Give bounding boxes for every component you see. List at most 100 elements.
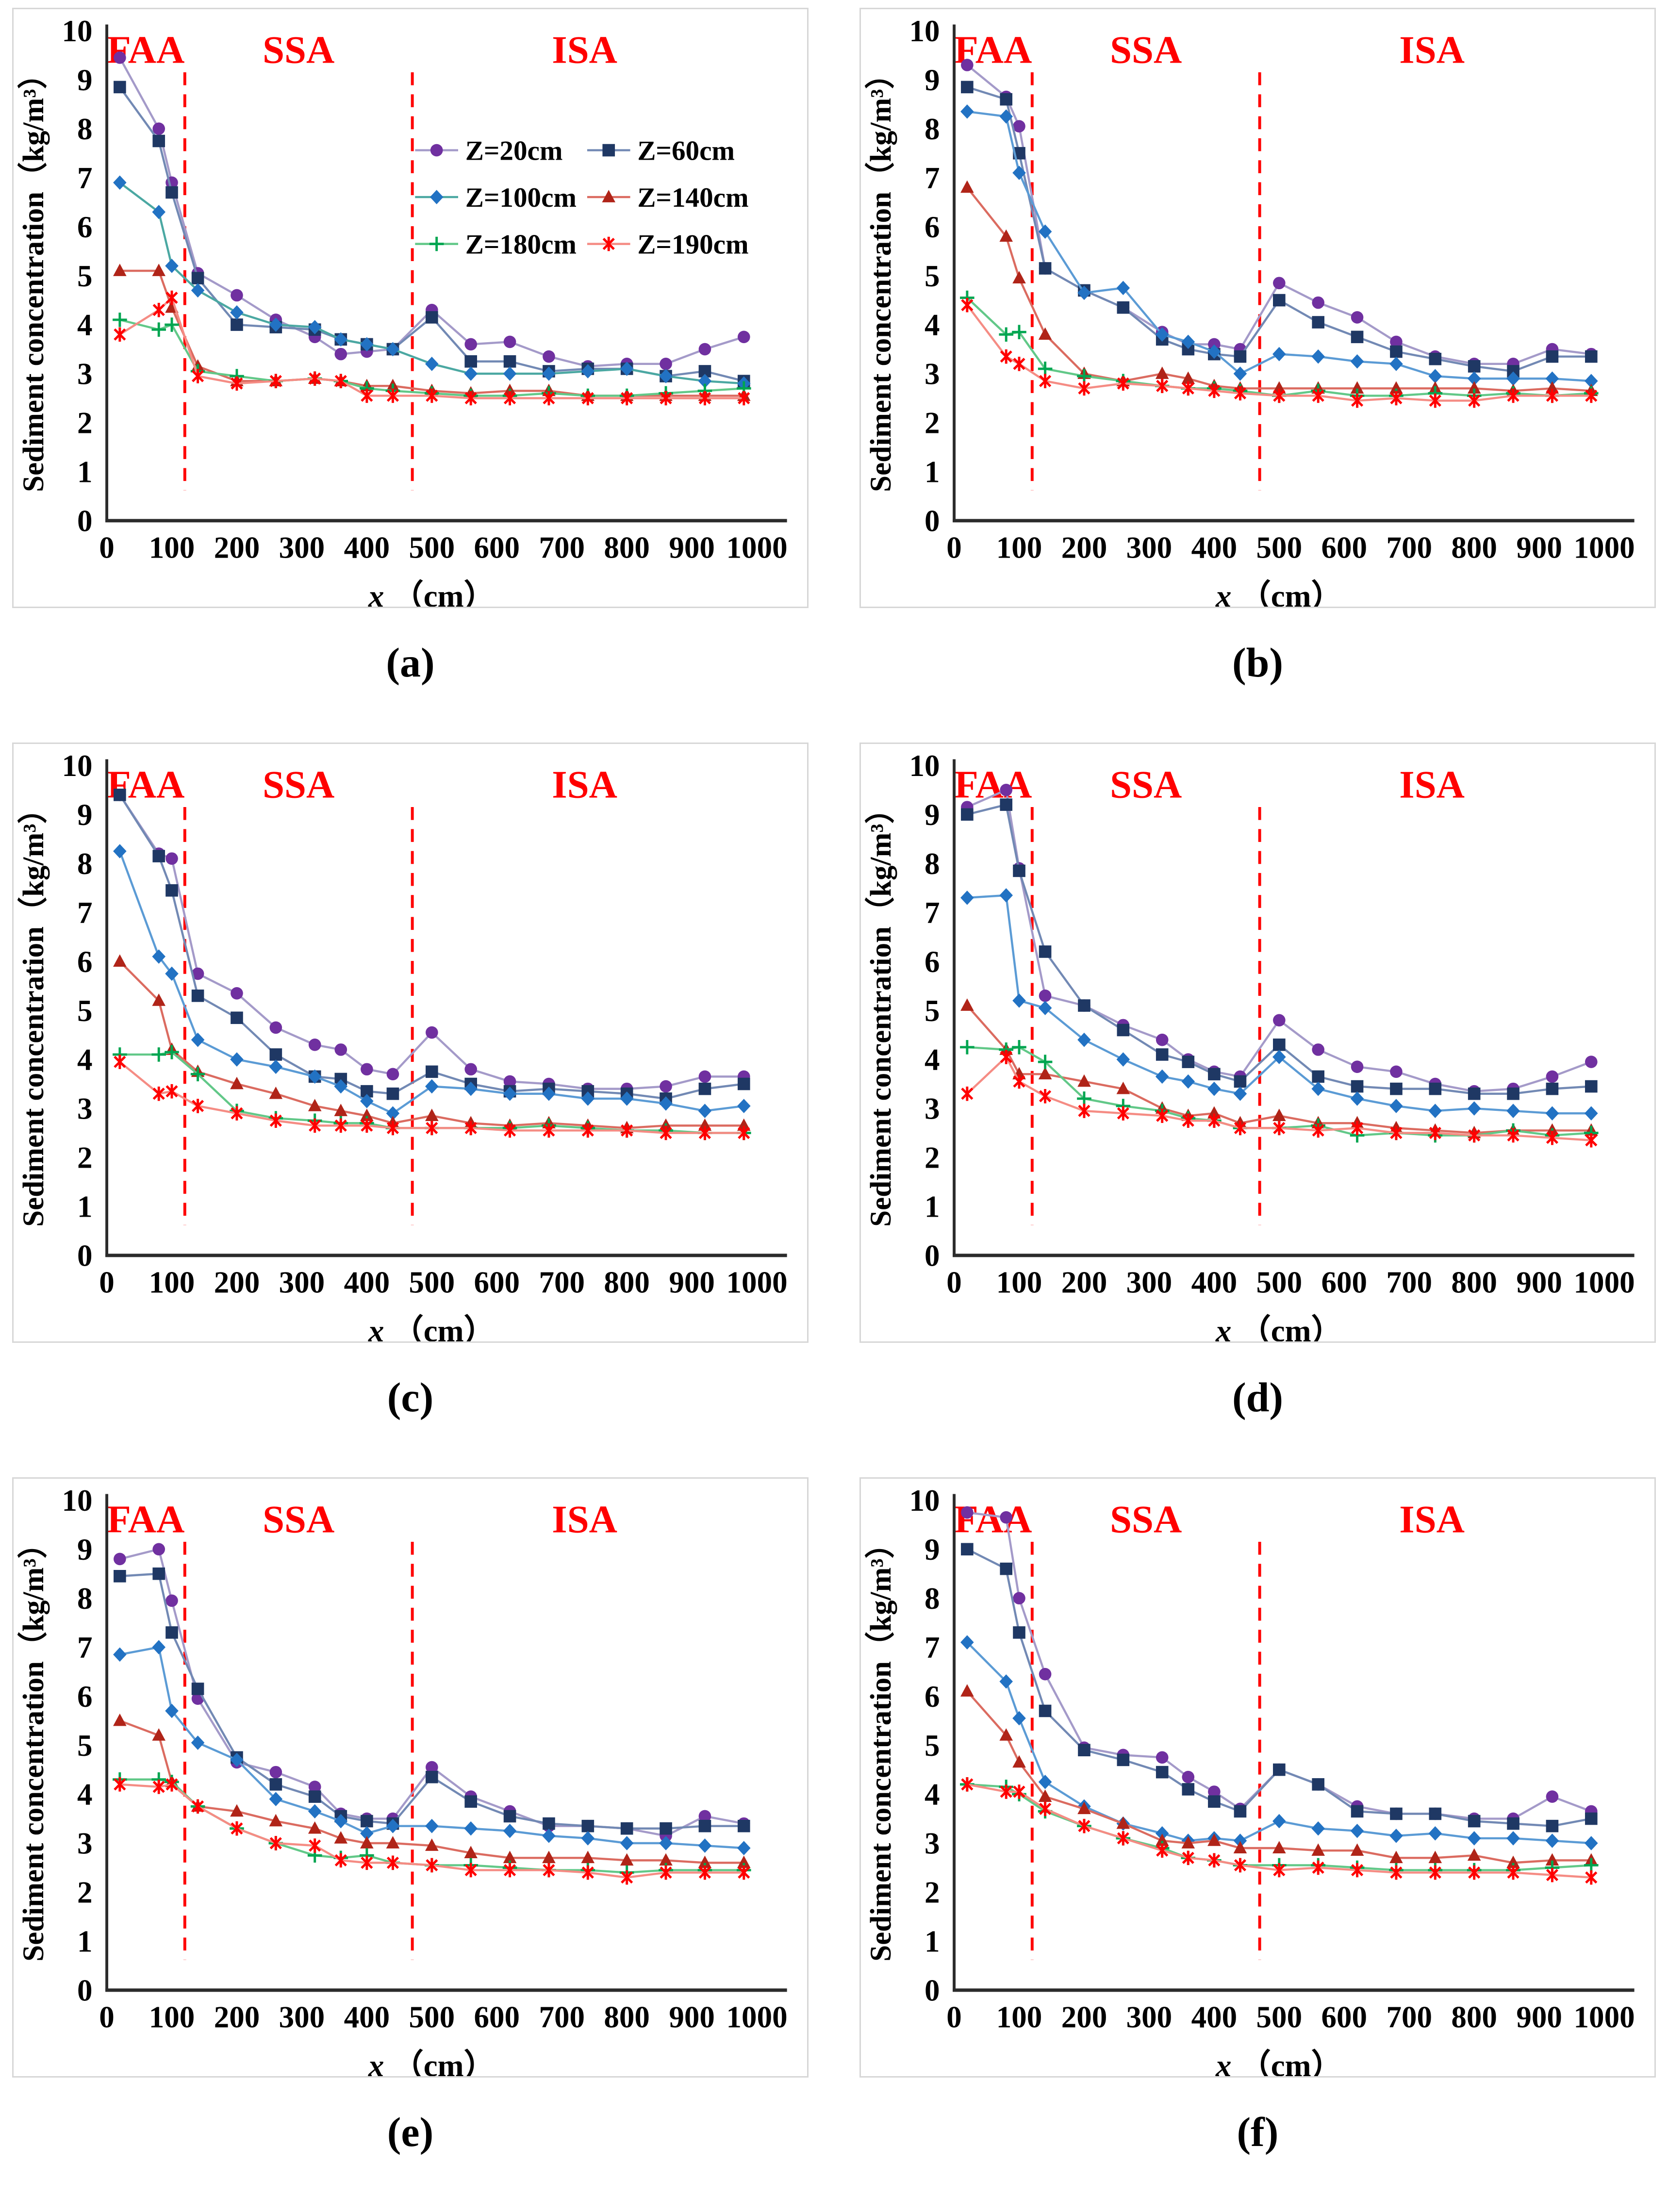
series-z60cm — [961, 798, 1598, 1100]
svg-text:200: 200 — [1061, 531, 1107, 565]
y-axis-title: Sediment concentration（kg/m³） — [864, 1529, 897, 1962]
x-axis-tick-labels: 0 100 200 300 400 500 600 700 800 900 1000 — [946, 2000, 1635, 2034]
svg-text:4: 4 — [925, 1778, 940, 1812]
region-label-faa: FAA — [107, 28, 184, 71]
svg-text:800: 800 — [1451, 1266, 1497, 1300]
svg-text:2: 2 — [77, 1141, 93, 1175]
svg-text:700: 700 — [1386, 1266, 1432, 1300]
svg-text:10: 10 — [62, 749, 93, 783]
x-axis-tick-labels: 0 100 200 300 400 500 600 700 800 900 1000 — [99, 2000, 787, 2034]
series-z100cm — [113, 844, 751, 1121]
svg-text:0: 0 — [925, 1239, 940, 1273]
svg-text:3: 3 — [77, 357, 93, 391]
svg-text:9: 9 — [925, 63, 940, 97]
svg-text:10: 10 — [909, 1484, 940, 1518]
svg-text:200: 200 — [1061, 1266, 1107, 1300]
svg-text:400: 400 — [344, 2000, 390, 2034]
panel-a: FAA SSA ISA 0 1 2 3 4 5 6 7 8 9 10 0 100 200 300 400 500 600… — [12, 8, 809, 609]
svg-text:500: 500 — [1256, 1266, 1303, 1300]
svg-text:0: 0 — [77, 504, 93, 538]
svg-text:2: 2 — [925, 406, 940, 440]
series-z190cm — [114, 1777, 750, 1885]
svg-text:600: 600 — [1321, 2000, 1368, 2034]
series-z140cm — [113, 954, 751, 1134]
svg-text:6: 6 — [77, 945, 93, 979]
svg-text:3: 3 — [77, 1092, 93, 1126]
svg-text:700: 700 — [1386, 531, 1432, 565]
axes — [105, 1494, 787, 1992]
series-z190cm — [961, 1777, 1598, 1885]
svg-text:6: 6 — [77, 1680, 93, 1714]
panel-cell-d: FAA SSA ISA 0 1 2 3 4 5 6 7 8 9 10 0 100 200 300 400 500 600… — [859, 743, 1656, 1477]
svg-text:7: 7 — [925, 161, 940, 195]
svg-text:900: 900 — [1516, 1266, 1562, 1300]
panel-cell-b: FAA SSA ISA 0 1 2 3 4 5 6 7 8 9 10 0 100 200 300 400 500 600… — [859, 8, 1656, 743]
svg-text:3: 3 — [925, 1827, 940, 1861]
series-z60cm — [961, 1543, 1598, 1832]
svg-text:500: 500 — [1256, 2000, 1303, 2034]
svg-text:1: 1 — [77, 1925, 93, 1959]
svg-text:400: 400 — [344, 531, 390, 565]
svg-text:1000: 1000 — [1574, 1266, 1635, 1300]
series-z140cm — [960, 1684, 1598, 1868]
svg-text:4: 4 — [77, 1043, 93, 1077]
x-axis-tick-labels: 0 100 200 300 400 500 600 700 800 900 1000 — [99, 1266, 787, 1300]
region-label-isa: ISA — [552, 28, 617, 71]
series-z60cm — [961, 81, 1598, 378]
svg-text:9: 9 — [77, 1533, 93, 1567]
x-axis-tick-labels: 0 100 200 300 400 500 600 700 800 900 1000 — [946, 531, 1635, 565]
svg-text:600: 600 — [474, 2000, 520, 2034]
svg-text:800: 800 — [604, 531, 650, 565]
region-label-isa: ISA — [1399, 28, 1465, 71]
region-label-ssa: SSA — [1110, 28, 1182, 71]
region-boundary-dashed-lines — [1030, 72, 1261, 491]
svg-text:900: 900 — [669, 1266, 715, 1300]
y-axis-tick-labels: 0 1 2 3 4 5 6 7 8 9 10 — [62, 749, 93, 1273]
caption-b: (b) — [1232, 639, 1284, 686]
region-boundary-dashed-lines — [183, 72, 414, 491]
panel-c: FAA SSA ISA 0 1 2 3 4 5 6 7 8 9 10 0 100 200 300 400 500 600… — [12, 743, 809, 1343]
svg-text:7: 7 — [77, 896, 93, 930]
svg-text:8: 8 — [925, 1582, 940, 1616]
svg-text:7: 7 — [77, 161, 93, 195]
svg-text:500: 500 — [1256, 531, 1303, 565]
svg-text:900: 900 — [1516, 2000, 1562, 2034]
svg-text:1000: 1000 — [727, 2000, 788, 2034]
series-z140cm — [113, 1713, 751, 1868]
svg-text:200: 200 — [214, 531, 260, 565]
svg-text:800: 800 — [604, 1266, 650, 1300]
svg-text:5: 5 — [925, 1729, 940, 1763]
svg-text:10: 10 — [909, 749, 940, 783]
panel-b: FAA SSA ISA 0 1 2 3 4 5 6 7 8 9 10 0 100 200 300 400 500 600… — [859, 8, 1656, 609]
series-z100cm — [113, 1640, 751, 1855]
y-axis-tick-labels: 0 1 2 3 4 5 6 7 8 9 10 — [909, 749, 940, 1273]
svg-text:800: 800 — [604, 2000, 650, 2034]
y-axis-tick-labels: 0 1 2 3 4 5 6 7 8 9 10 — [62, 1484, 93, 2008]
axes — [953, 1494, 1635, 1992]
svg-text:100: 100 — [996, 1266, 1042, 1300]
x-axis-tick-labels: 0 100 200 300 400 500 600 700 800 900 1000 — [99, 531, 787, 565]
legend: Z=20cm Z=60cm Z=100cm Z=140cm Z=180cm Z=190cm — [415, 135, 749, 260]
svg-text:400: 400 — [1191, 2000, 1238, 2034]
svg-text:300: 300 — [1126, 1266, 1173, 1300]
region-boundary-dashed-lines — [183, 1542, 414, 1960]
svg-text:2: 2 — [77, 1876, 93, 1910]
svg-text:600: 600 — [474, 1266, 520, 1300]
x-axis-title: x （cm） — [1215, 579, 1343, 607]
panel-cell-f: FAA SSA ISA 0 1 2 3 4 5 6 7 8 9 10 0 100 200 300 400 500 600… — [859, 1477, 1656, 2212]
svg-text:400: 400 — [1191, 1266, 1238, 1300]
region-label-faa: FAA — [107, 1498, 184, 1541]
svg-text:1: 1 — [925, 1925, 940, 1959]
svg-text:6: 6 — [925, 1680, 940, 1714]
svg-text:700: 700 — [539, 531, 585, 565]
region-boundary-dashed-lines — [1030, 807, 1261, 1225]
y-axis-title: Sediment concentration（kg/m³） — [864, 794, 897, 1227]
svg-text:900: 900 — [1516, 531, 1562, 565]
svg-text:300: 300 — [1126, 2000, 1173, 2034]
svg-text:0: 0 — [946, 2000, 962, 2034]
region-label-ssa: SSA — [263, 1498, 334, 1541]
